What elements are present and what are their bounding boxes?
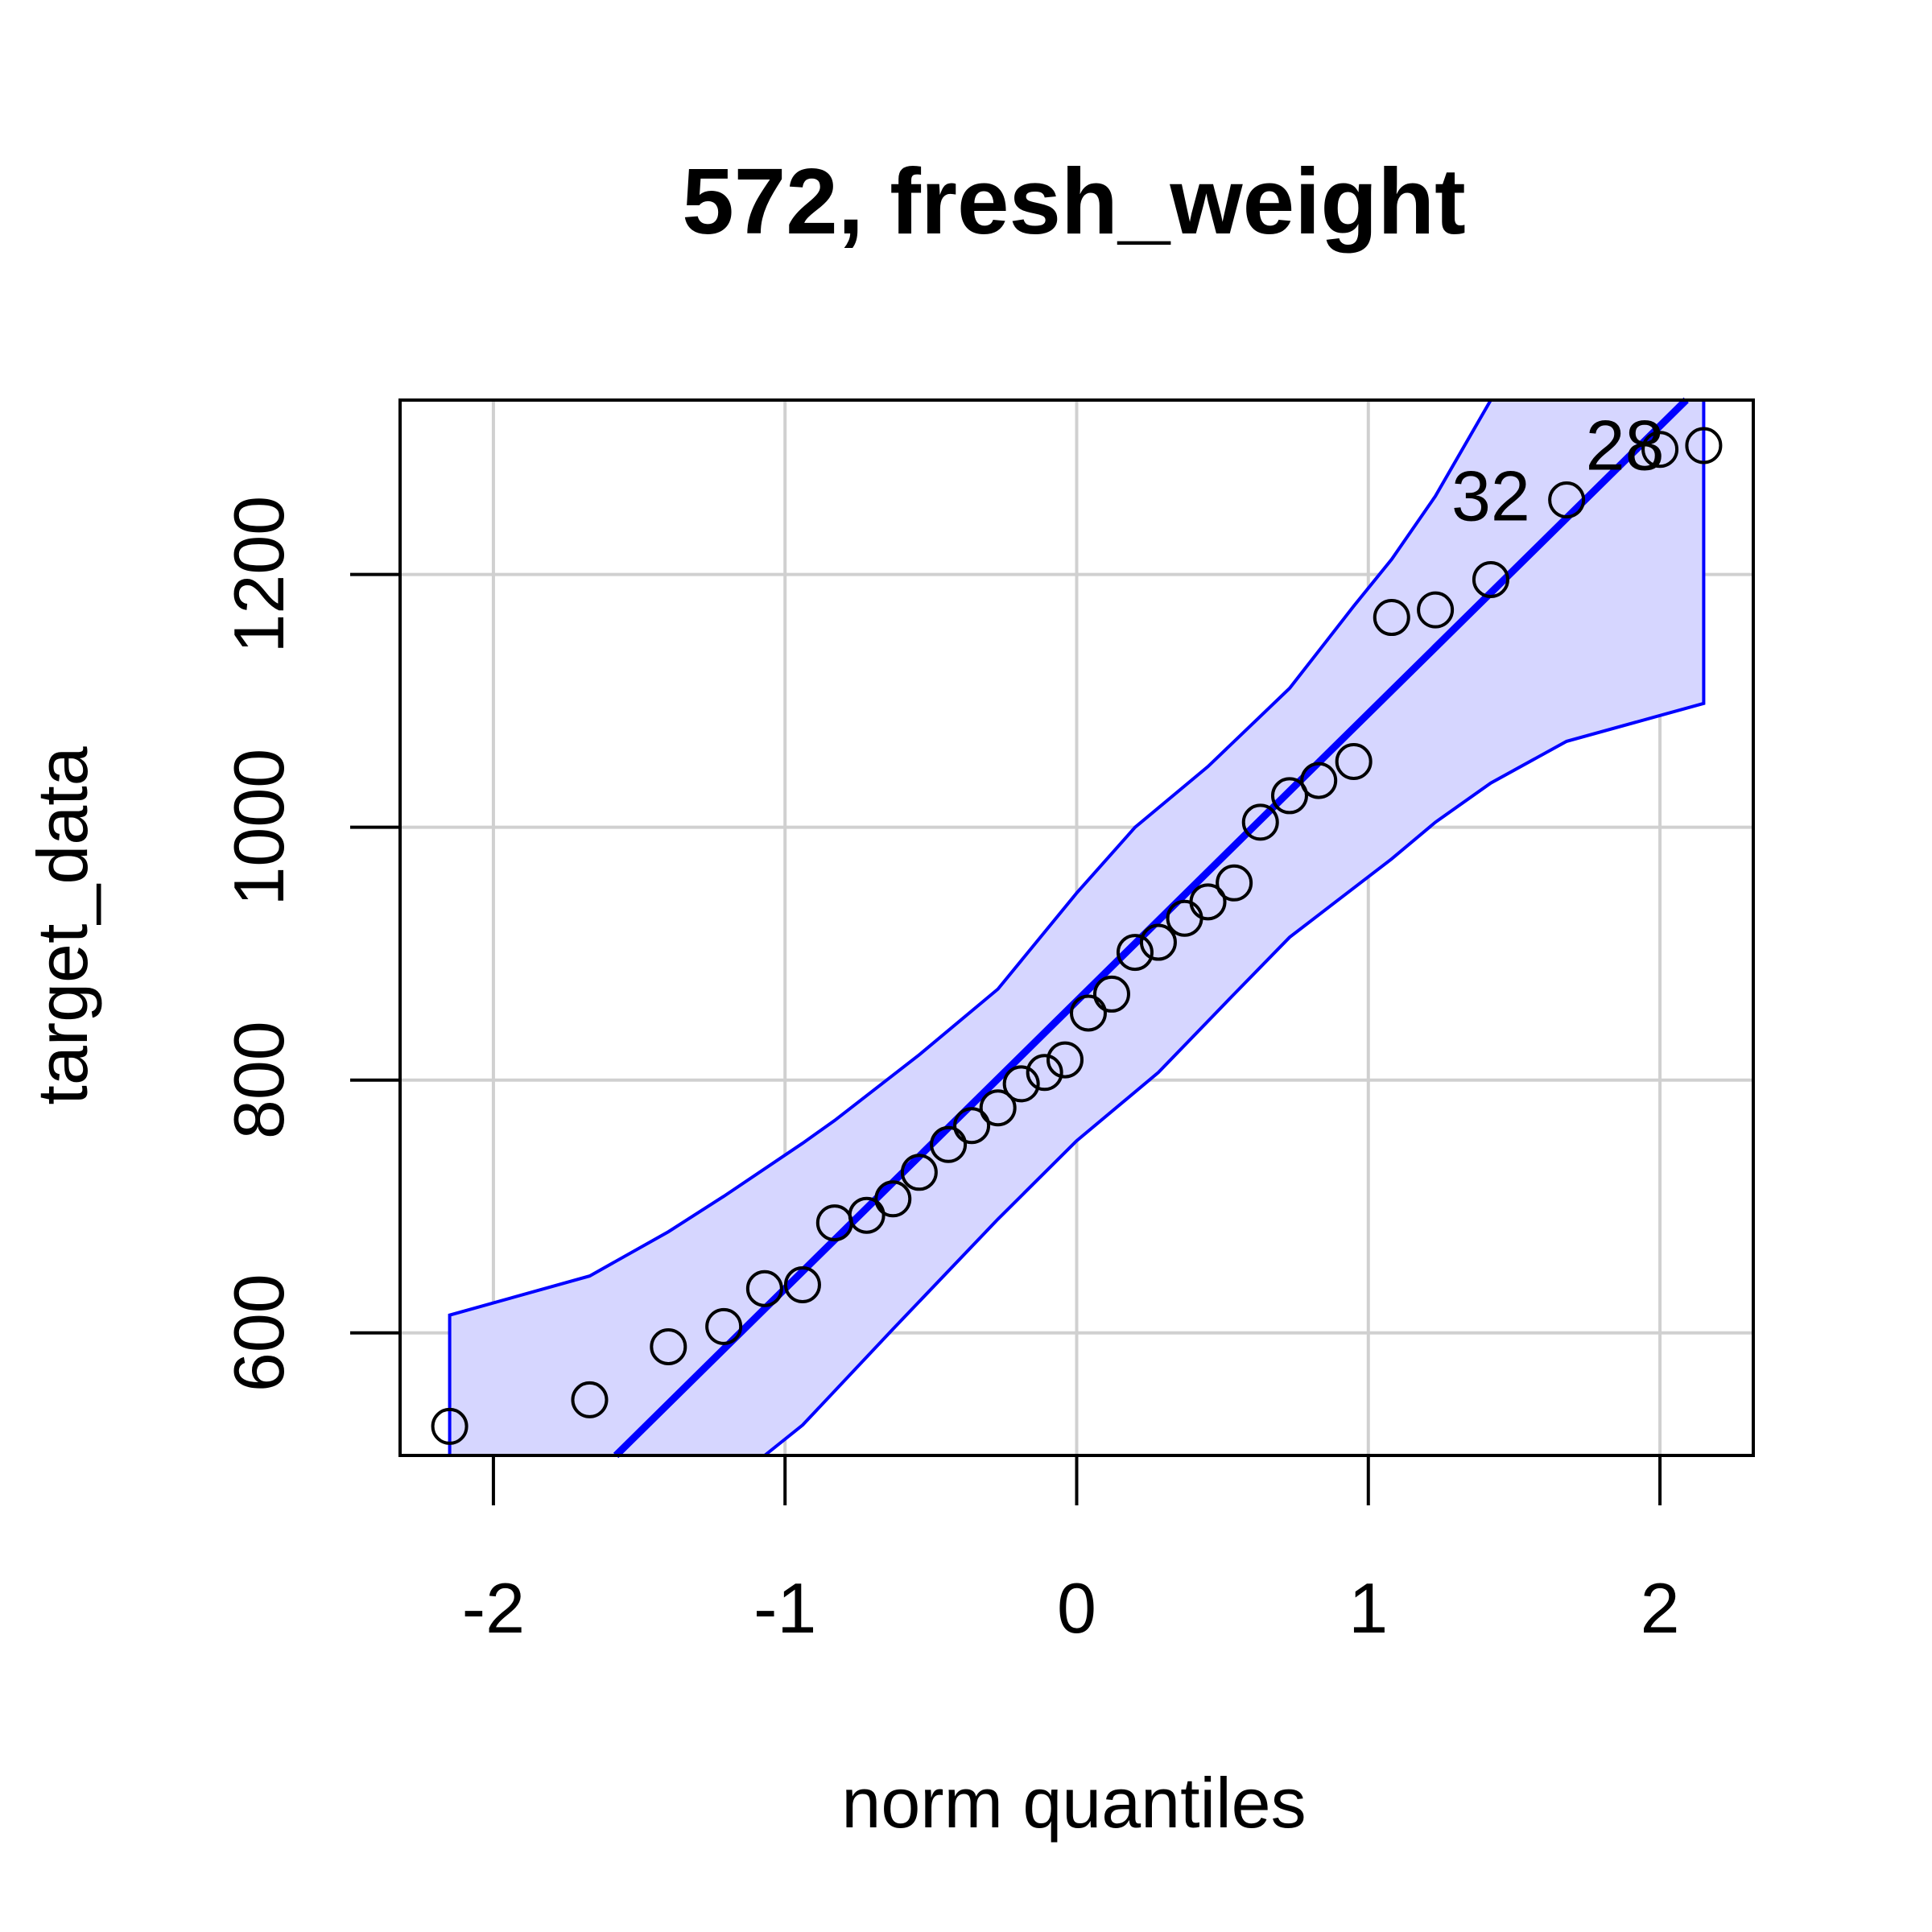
point-label: 28 <box>1586 406 1665 485</box>
data-point <box>1417 591 1455 629</box>
data-point <box>1685 427 1723 464</box>
data-point <box>1026 1054 1063 1092</box>
data-point <box>1641 431 1679 469</box>
data-point <box>783 1266 821 1304</box>
x-tick-label: 2 <box>1641 1568 1680 1648</box>
y-tick-label: 800 <box>219 1021 299 1139</box>
data-point <box>571 1381 609 1418</box>
data-point <box>650 1327 687 1365</box>
data-point <box>1548 481 1586 519</box>
data-point <box>705 1307 743 1345</box>
data-point <box>1373 599 1410 637</box>
data-point <box>745 1269 783 1307</box>
x-axis-label: norm quantiles <box>841 1763 1306 1843</box>
data-point <box>900 1154 938 1191</box>
point-labels: 32 28 <box>1451 406 1665 536</box>
data-point <box>1139 923 1177 961</box>
data-point <box>1092 975 1130 1013</box>
y-tick-label: 1000 <box>219 749 299 906</box>
data-point <box>1189 883 1227 921</box>
confidence-band <box>448 398 1706 1457</box>
y-tick-label: 600 <box>219 1274 299 1392</box>
data-points <box>431 427 1723 1445</box>
point-label: 32 <box>1451 456 1530 535</box>
data-point <box>1002 1065 1040 1103</box>
x-tick-label: -2 <box>462 1568 525 1648</box>
x-tick-label: 1 <box>1348 1568 1388 1648</box>
x-tick-label: -1 <box>753 1568 816 1648</box>
data-point <box>1216 864 1253 902</box>
data-point <box>1300 762 1338 799</box>
data-point <box>874 1180 912 1218</box>
x-axis: -2 -1 0 1 2 <box>462 1454 1680 1648</box>
data-point <box>930 1125 968 1163</box>
y-axis-label: target_data <box>23 746 102 1104</box>
data-point <box>1046 1041 1084 1079</box>
y-axis: 600 800 1000 1200 <box>219 496 402 1392</box>
data-point <box>1472 560 1509 598</box>
chart-title: 572, fresh_weight <box>682 149 1465 254</box>
data-point <box>1335 743 1373 781</box>
data-point <box>953 1107 991 1145</box>
data-point <box>1069 994 1107 1032</box>
data-point <box>1241 803 1279 841</box>
data-point <box>1270 777 1308 815</box>
data-point <box>848 1196 886 1234</box>
data-point <box>979 1089 1017 1127</box>
data-point <box>431 1407 469 1445</box>
data-point <box>1116 934 1154 972</box>
plot-area: 32 28 <box>400 397 1753 1459</box>
y-tick-label: 1200 <box>219 496 299 654</box>
x-tick-label: 0 <box>1057 1568 1096 1648</box>
